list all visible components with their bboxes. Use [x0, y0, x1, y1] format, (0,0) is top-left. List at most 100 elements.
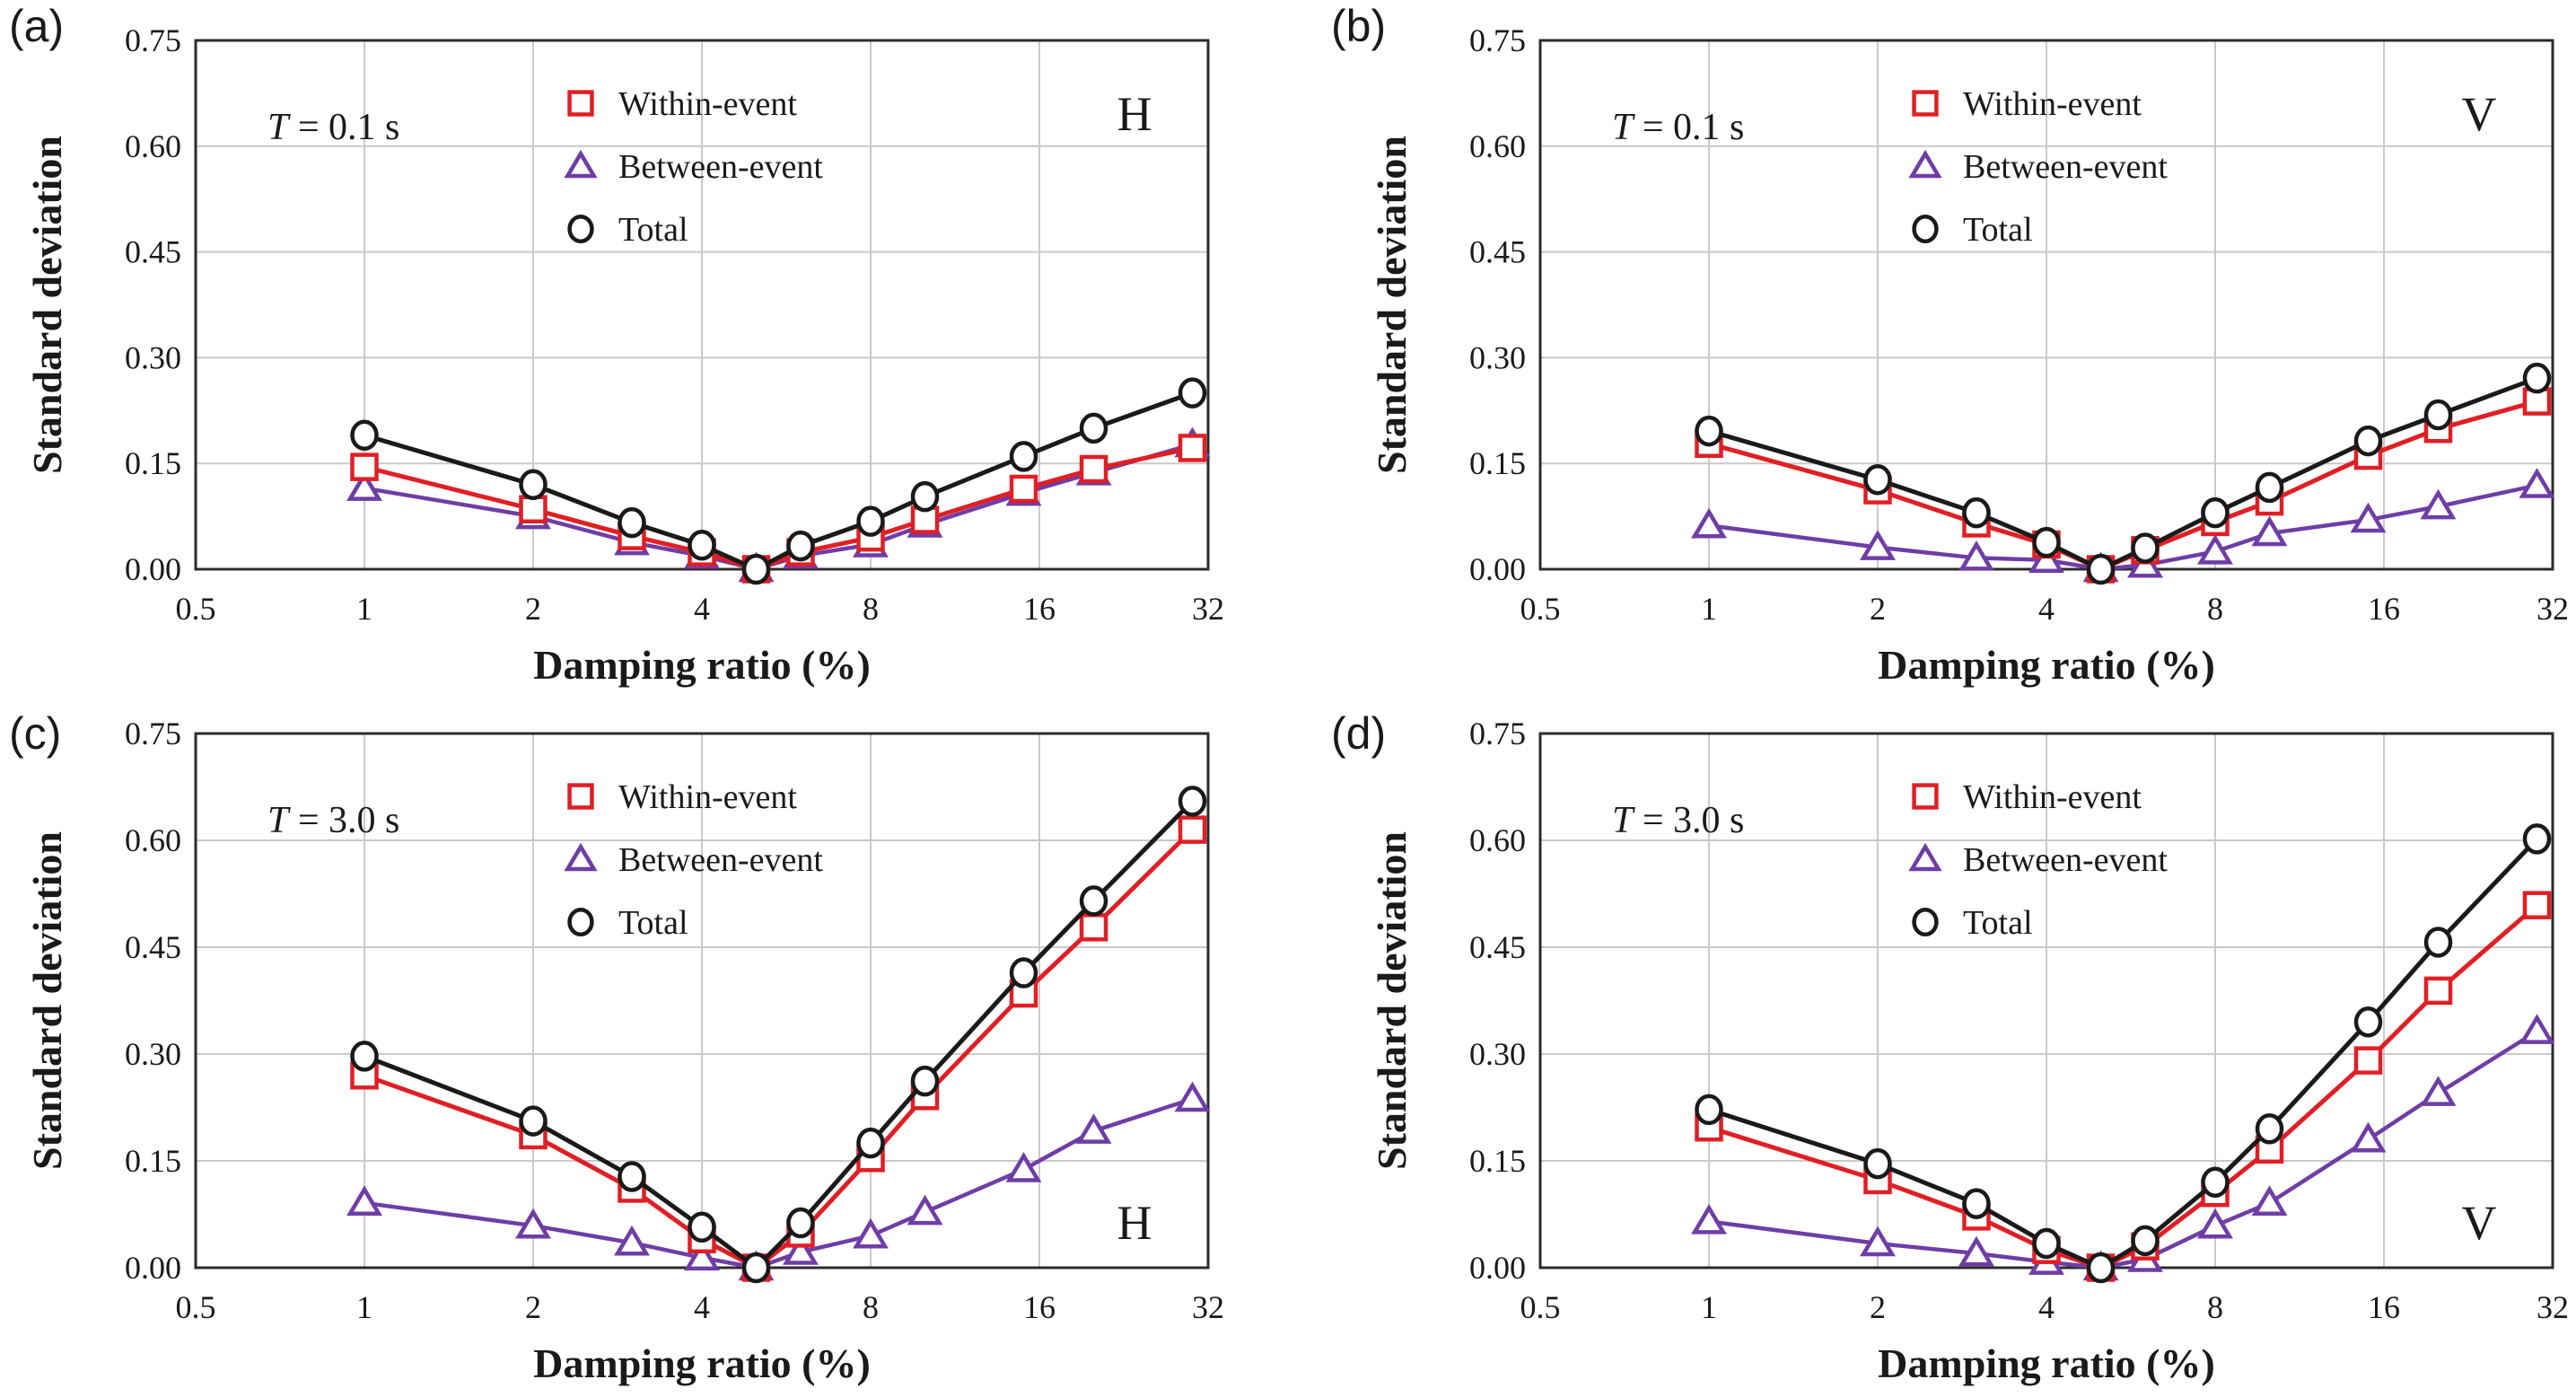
- x-axis-title: Damping ratio (%): [533, 642, 871, 688]
- y-tick-label: 0.75: [1469, 22, 1526, 58]
- data-point-triangle: [783, 1234, 819, 1265]
- x-tick-label: 16: [2368, 591, 2400, 627]
- component-label: H: [1117, 87, 1152, 141]
- triangle-legend-icon: [1908, 149, 1942, 179]
- plot-frame: [194, 39, 1210, 571]
- x-axis-title: Damping ratio (%): [533, 1340, 871, 1386]
- circle-legend-icon: [1912, 907, 1939, 937]
- data-point-circle: [2522, 362, 2552, 394]
- x-tick-label: 1: [1701, 1289, 1717, 1325]
- circle-legend-icon: [567, 907, 594, 937]
- data-point-circle: [856, 1127, 885, 1159]
- data-point-triangle: [2251, 515, 2288, 547]
- y-tick-label: 0.60: [1469, 822, 1526, 858]
- y-tick-label: 0.60: [125, 128, 181, 164]
- data-point-triangle: [1860, 530, 1896, 560]
- legend: Within-event Between-event Total: [1908, 85, 2168, 249]
- data-point-triangle: [2519, 1014, 2555, 1044]
- y-tick-label: 0.30: [1469, 339, 1526, 375]
- x-tick-label: 0.5: [176, 591, 216, 627]
- data-point-circle: [1863, 1147, 1892, 1180]
- y-tick-label: 0.75: [125, 716, 181, 751]
- x-tick-label: 8: [863, 591, 879, 627]
- data-point-square: [2423, 976, 2453, 1006]
- data-point-triangle: [2251, 1185, 2288, 1217]
- data-point-circle: [350, 1041, 379, 1072]
- data-point-circle: [856, 505, 885, 537]
- data-point-circle: [2201, 1166, 2230, 1199]
- data-point-circle: [1962, 496, 1991, 529]
- data-point-circle: [1079, 885, 1108, 917]
- series-within-event: [350, 815, 1207, 1282]
- y-tick-label: 0.00: [125, 1250, 181, 1286]
- x-tick-label: 8: [863, 1289, 879, 1325]
- x-tick-label: 8: [2207, 1289, 2223, 1325]
- x-tick-label: 32: [2537, 1289, 2569, 1325]
- y-tick-label: 0.45: [1469, 929, 1526, 965]
- legend: Within-event Between-event Total: [1908, 778, 2168, 942]
- data-point-circle: [1695, 1094, 1723, 1126]
- y-tick-label: 0.15: [1469, 1143, 1526, 1179]
- x-tick-label: 2: [1870, 1289, 1886, 1325]
- data-point-circle: [2086, 1252, 2116, 1284]
- legend-label-square: Within-event: [1963, 85, 2142, 123]
- y-axis-title: Standard deviation: [24, 136, 70, 474]
- y-tick-label: 0.45: [125, 234, 181, 270]
- x-tick-label: 1: [356, 591, 372, 627]
- series-line-square: [1708, 903, 2539, 1270]
- data-point-circle: [2086, 553, 2116, 585]
- legend-label-circle: Total: [618, 904, 688, 942]
- y-tick-label: 0.75: [125, 22, 181, 58]
- x-tick-label: 16: [2368, 1289, 2400, 1325]
- x-tick-label: 1: [356, 1289, 372, 1325]
- square-legend-icon: [567, 90, 594, 117]
- legend-label-triangle: Between-event: [1963, 841, 2168, 879]
- x-axis-title: Damping ratio (%): [1878, 1340, 2215, 1386]
- data-point-circle: [1079, 412, 1108, 444]
- panel-b: (b) Within-event Between-event Total 0.00 0.…: [1288, 0, 2576, 698]
- triangle-legend-icon: [564, 842, 598, 872]
- data-point-triangle: [2420, 1076, 2457, 1106]
- chart-panel-(b): Within-event Between-event Total 0.00 0.15 0.…: [1369, 22, 2569, 688]
- y-tick-label: 0.00: [1469, 551, 1526, 587]
- data-point-triangle: [1691, 507, 1727, 539]
- data-point-square: [519, 495, 548, 523]
- data-point-triangle: [1691, 1204, 1727, 1234]
- series-within-event: [1695, 387, 2552, 584]
- x-tick-label: 16: [1023, 591, 1056, 627]
- x-tick-label: 8: [2207, 591, 2223, 627]
- series-total: [1695, 362, 2552, 585]
- legend-label-square: Within-event: [618, 85, 797, 123]
- data-point-triangle: [614, 1225, 650, 1256]
- data-point-circle: [1178, 377, 1207, 409]
- triangle-legend-icon: [564, 149, 598, 179]
- y-tick-label: 0.15: [125, 445, 181, 481]
- series-between-event: [1691, 468, 2555, 583]
- y-axis-title: Standard deviation: [24, 831, 70, 1170]
- data-point-square: [2353, 1046, 2383, 1075]
- data-point-circle: [2255, 1113, 2284, 1145]
- legend-label-circle: Total: [1963, 904, 2033, 942]
- data-point-circle: [2131, 1225, 2160, 1257]
- data-point-circle: [741, 553, 771, 585]
- data-point-circle: [1178, 786, 1207, 817]
- x-tick-label: 2: [525, 1289, 541, 1325]
- data-point-triangle: [515, 1208, 551, 1239]
- data-point-circle: [1962, 1188, 1991, 1219]
- x-tick-label: 4: [2038, 1289, 2055, 1325]
- x-tick-label: 2: [1870, 591, 1886, 627]
- data-point-triangle: [346, 1185, 382, 1217]
- data-point-triangle: [2197, 533, 2233, 565]
- series-line-square: [364, 828, 1195, 1270]
- square-legend-icon: [567, 783, 594, 810]
- data-point-circle: [2353, 425, 2383, 457]
- data-point-circle: [2131, 532, 2160, 564]
- data-point-circle: [688, 1211, 716, 1243]
- data-point-triangle: [2350, 1121, 2387, 1153]
- data-point-triangle: [2028, 542, 2064, 574]
- y-tick-label: 0.30: [125, 339, 181, 375]
- y-tick-label: 0.45: [125, 929, 181, 965]
- data-point-circle: [741, 1252, 771, 1284]
- data-point-circle: [2353, 1006, 2383, 1038]
